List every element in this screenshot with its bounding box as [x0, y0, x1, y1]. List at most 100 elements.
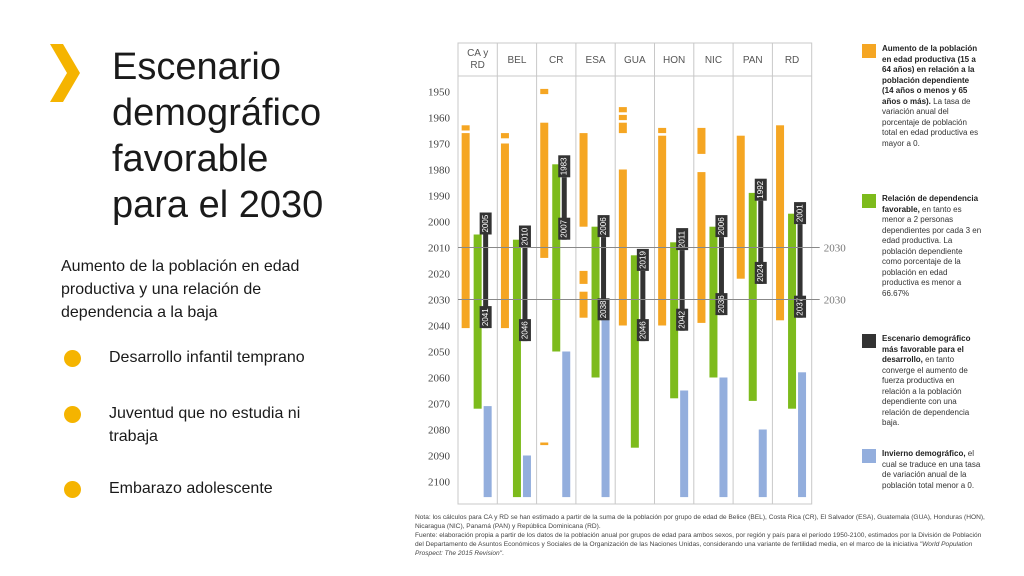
year-tag-label: 2005 — [481, 214, 490, 232]
bar-blue — [719, 377, 728, 498]
bar-orange — [618, 107, 627, 113]
bar-green — [630, 255, 639, 448]
bar-black — [758, 200, 764, 284]
category-label: HON — [663, 55, 685, 66]
year-tag-bg — [518, 319, 531, 342]
year-tag-label: 2036 — [717, 295, 726, 313]
bullet-dot-icon — [64, 481, 81, 498]
bullet-label: Embarazo adolescente — [109, 480, 273, 497]
year-tag-bg — [676, 228, 689, 251]
year-tag-bg — [479, 212, 492, 235]
y-tick-label: 2070 — [428, 399, 451, 411]
bar-orange — [461, 125, 470, 131]
y-tick-label: 1950 — [428, 87, 451, 99]
bar-orange — [540, 442, 549, 446]
legend-swatch — [862, 449, 876, 463]
category-label: BEL — [507, 55, 526, 66]
source-main: Fuente: elaboración propia a partir de l… — [415, 532, 982, 548]
bar-black — [640, 270, 646, 342]
note-text: Nota: los cálculos para CA y RD se han e… — [415, 514, 985, 530]
y-tick-label: 2090 — [428, 451, 451, 463]
year-tag-label: 2042 — [678, 310, 687, 328]
bar-green — [709, 226, 718, 378]
year-tag-label: 2019 — [638, 251, 647, 269]
bar-black — [522, 247, 528, 342]
bar-orange — [697, 127, 706, 154]
year-tag-label: 2007 — [560, 219, 569, 237]
year-tag-label: 2001 — [796, 204, 805, 222]
y-tick-label: 2080 — [428, 425, 451, 437]
y-tick-label: 2030 — [428, 295, 451, 307]
bar-orange — [618, 114, 627, 121]
bar-blue — [601, 317, 610, 498]
year-tag-label: 2011 — [678, 230, 687, 248]
y-tick-label: 1980 — [428, 165, 451, 177]
year-tag-bg — [754, 261, 767, 284]
bar-orange — [579, 291, 588, 318]
year-tag-label: 2010 — [520, 227, 529, 245]
year-tag-label: 2024 — [756, 264, 765, 282]
bar-orange — [579, 133, 588, 227]
reference-label: 2030 — [824, 243, 847, 255]
bar-blue — [680, 390, 689, 498]
bar-orange — [500, 133, 509, 139]
legend-swatch — [862, 334, 876, 348]
bar-green — [552, 164, 561, 352]
year-tag-bg — [715, 215, 728, 238]
year-tag-label: 2046 — [520, 321, 529, 339]
year-tag-bg — [597, 215, 610, 238]
legend-swatch — [862, 194, 876, 208]
year-tag-bg — [518, 225, 531, 248]
year-tag-bg — [558, 155, 571, 178]
year-tag-label: 2006 — [717, 217, 726, 235]
year-tag-bg — [479, 306, 492, 329]
year-tag-label: 2046 — [638, 321, 647, 339]
year-tag-bg — [597, 298, 610, 321]
category-label: ESA — [586, 55, 606, 66]
chevron-icon — [50, 44, 80, 102]
year-tag-label: 1992 — [756, 180, 765, 198]
source-end: . — [502, 550, 504, 557]
bullet-dot-icon — [64, 350, 81, 367]
y-tick-label: 2000 — [428, 217, 451, 229]
bar-green — [473, 234, 482, 409]
bullet-label: Juventud que no estudia ni trabaja — [109, 405, 301, 445]
y-tick-label: 2060 — [428, 373, 451, 385]
source-text: Fuente: elaboración propia a partir de l… — [415, 531, 985, 558]
reference-label: 2030 — [824, 295, 847, 307]
demographic-chart: CA y RD BEL CR ESA GUA HON NIC PAN RD 1950 1960 1970… — [428, 42, 847, 505]
y-tick-label: 2040 — [428, 321, 451, 333]
bar-green — [591, 226, 600, 378]
bar-orange — [736, 135, 745, 279]
category-label: CA y RD — [467, 48, 488, 71]
year-tag-bg — [794, 202, 807, 225]
legend-text: La tasa de variación anual del porcentaj… — [882, 96, 979, 148]
bar-orange — [618, 122, 627, 134]
bar-orange — [500, 143, 509, 329]
bar-black — [797, 224, 803, 318]
bar-black — [561, 177, 567, 240]
bar-blue — [798, 372, 807, 498]
bar-orange — [540, 88, 549, 95]
bar-black — [601, 237, 607, 321]
legend-title: Escenario demográfico más favorable para… — [882, 334, 971, 364]
category-label: RD — [785, 55, 799, 66]
bar-orange — [658, 135, 667, 326]
bar-orange — [579, 270, 588, 284]
legend-text: el cual se traduce en una tasa de variac… — [882, 449, 981, 490]
y-tick-label: 2010 — [428, 243, 451, 255]
year-tag-bg — [794, 295, 807, 318]
y-tick-label: 1990 — [428, 191, 451, 203]
bullet-label: Desarrollo infantil temprano — [109, 349, 305, 366]
y-tick-label: 1970 — [428, 139, 451, 151]
year-tag-label: 2041 — [481, 308, 490, 326]
plot-frame — [457, 42, 813, 505]
year-tag-label: 2038 — [599, 300, 608, 318]
legend-text: en tanto es menor a 2 personas dependien… — [882, 204, 982, 298]
y-tick-label: 2100 — [428, 477, 451, 489]
bar-orange — [776, 125, 785, 321]
bar-blue — [483, 406, 492, 498]
bar-green — [748, 192, 757, 401]
bar-black — [679, 250, 685, 331]
year-tag-label: 1983 — [560, 157, 569, 175]
